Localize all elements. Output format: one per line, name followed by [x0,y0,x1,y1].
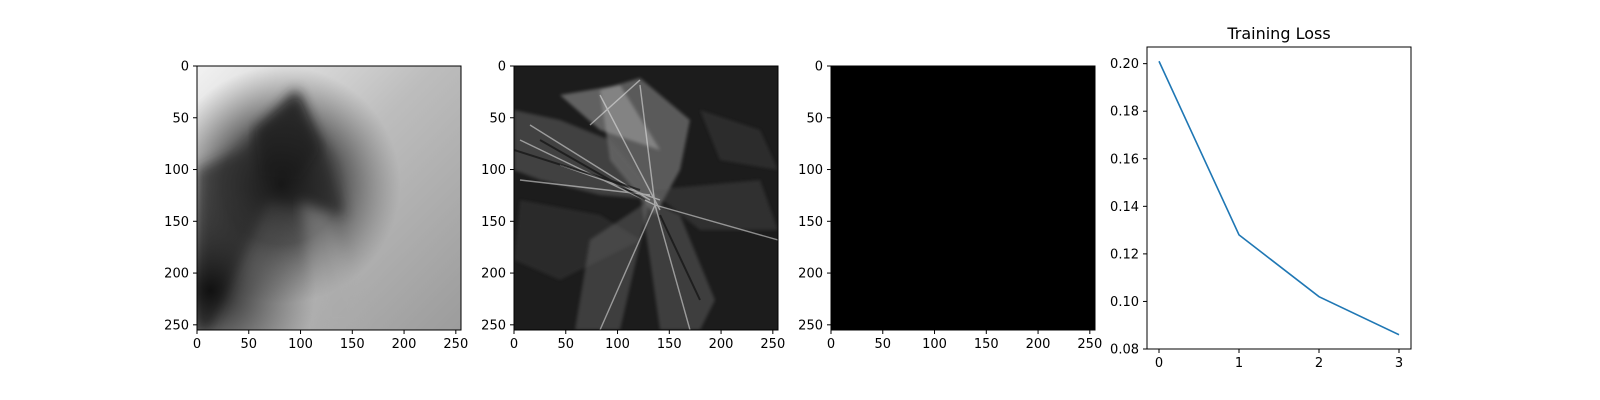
y-tick-label: 0.20 [1110,57,1139,72]
axes-3: 0 50 100 150 200 250 0 50 100 150 200 250 [798,60,1102,353]
axes-frame [830,65,1096,331]
y-tick-label: 250 [481,318,506,333]
x-tick-label: 2 [1315,356,1323,371]
axes-2: 0 50 100 150 200 250 0 50 100 150 200 250 [481,60,785,353]
image-panel-1 [197,66,461,330]
y-tick-label: 0 [181,60,189,75]
x-tick-label: 50 [874,337,891,352]
y-tick-label: 200 [798,267,823,282]
x-tick-label: 0 [1155,356,1163,371]
x-tick-label: 150 [657,337,682,352]
x-tick-label: 50 [240,337,257,352]
x-tick-label: 200 [392,337,417,352]
image-panel-3-pixels [831,66,1095,330]
y-tick-label: 50 [172,111,189,126]
x-tick-label: 1 [1235,356,1243,371]
y-tick-label: 150 [798,215,823,230]
y-tick-label: 0.08 [1110,343,1139,358]
y-tick-label: 200 [481,267,506,282]
loss-line [1158,60,1400,336]
y-tick-label: 0 [498,60,506,75]
y-tick-label: 0.18 [1110,105,1139,120]
axes-4: Training Loss 0 1 2 3 0.08 0.10 0.12 0.14 0.16 0.1… [1110,24,1412,371]
x-tick-label: 250 [443,337,468,352]
y-tick-label: 100 [164,163,189,178]
y-tick-label: 0 [815,60,823,75]
y-tick-label: 0.16 [1110,152,1139,167]
y-tick-label: 100 [798,163,823,178]
axes-frame [1146,46,1412,350]
x-tick-label: 0 [193,337,201,352]
y-tick-label: 250 [164,318,189,333]
y-tick-label: 50 [806,111,823,126]
x-tick-label: 250 [760,337,785,352]
image-panel-2 [514,66,778,330]
image-panel-3 [831,66,1095,330]
axes-frame [196,65,462,331]
x-tick-label: 200 [1026,337,1051,352]
y-tick-label: 250 [798,318,823,333]
axes-1: 0 50 100 150 200 250 0 50 100 150 200 250 [164,60,468,353]
y-tick-label: 150 [164,215,189,230]
chart-title: Training Loss [1226,24,1330,43]
y-tick-label: 0.12 [1110,247,1139,262]
x-tick-label: 100 [922,337,947,352]
x-tick-label: 50 [557,337,574,352]
y-tick-label: 100 [481,163,506,178]
x-tick-label: 0 [510,337,518,352]
image-panel-1-pixels [197,66,461,330]
x-tick-label: 150 [340,337,365,352]
x-tick-label: 100 [288,337,313,352]
x-tick-label: 150 [974,337,999,352]
y-tick-label: 0.14 [1110,200,1139,215]
x-tick-label: 3 [1395,356,1403,371]
image-panel-2-pixels [514,66,778,330]
x-tick-label: 250 [1077,337,1102,352]
y-tick-label: 0.10 [1110,295,1139,310]
axes-frame [513,65,779,331]
y-tick-label: 200 [164,267,189,282]
x-tick-label: 0 [827,337,835,352]
x-tick-label: 200 [709,337,734,352]
y-tick-label: 150 [481,215,506,230]
x-tick-label: 100 [605,337,630,352]
y-tick-label: 50 [489,111,506,126]
